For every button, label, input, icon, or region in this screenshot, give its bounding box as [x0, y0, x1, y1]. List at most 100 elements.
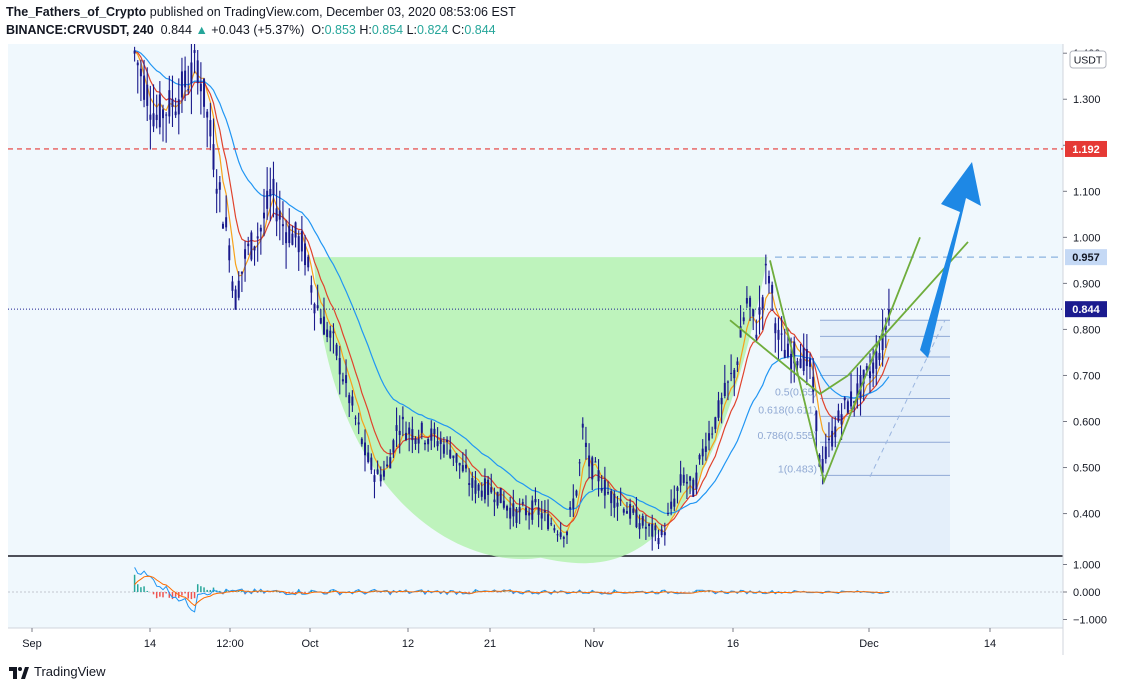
candle-body — [846, 401, 849, 413]
candle-body — [559, 532, 562, 537]
candle-body — [660, 529, 663, 536]
price-tick-label: 1.000 — [1073, 232, 1101, 244]
candle-body — [556, 534, 559, 536]
channel-upper-line — [769, 237, 921, 485]
candle-body — [578, 462, 581, 464]
candle-body — [767, 276, 770, 284]
candle-body — [218, 182, 221, 190]
candle-body — [742, 317, 745, 322]
price-tags: 1.192 0.957 0.844 — [1065, 140, 1107, 318]
candle-body — [502, 500, 505, 508]
publish-line: The_Fathers_of_Crypto published on Tradi… — [6, 5, 516, 19]
time-tick-label: 14 — [144, 638, 156, 650]
candle-body — [196, 60, 199, 84]
candle-body — [635, 509, 638, 528]
candle-body — [648, 524, 651, 527]
candle-body — [206, 111, 209, 118]
candle-body — [591, 457, 594, 480]
candle-body — [676, 487, 679, 491]
candle-body — [310, 285, 313, 293]
candle-body — [461, 465, 464, 472]
candle-body — [414, 438, 417, 444]
time-tick-label: 16 — [727, 638, 739, 650]
candle-body — [427, 439, 430, 445]
candle-body — [281, 224, 284, 227]
candle-body — [878, 352, 881, 360]
candle-body — [307, 256, 310, 268]
candle-body — [701, 448, 704, 457]
candle-body — [480, 490, 483, 497]
candle-body — [474, 480, 477, 494]
candle-body — [613, 493, 616, 508]
candle-body — [446, 439, 449, 442]
tradingview-logo-icon[interactable] — [8, 664, 30, 680]
candle-body — [610, 491, 613, 504]
osc-tick-label: 1.000 — [1073, 560, 1101, 572]
channel-left-line — [729, 319, 849, 395]
candle-body — [146, 84, 149, 106]
candle-body — [588, 455, 591, 467]
candle-body — [868, 371, 871, 379]
candle-body — [442, 444, 445, 454]
cup-pattern — [313, 257, 768, 564]
candle-body — [193, 50, 196, 53]
tradingview-brand[interactable]: TradingView — [34, 664, 106, 679]
candle-body — [423, 442, 426, 445]
currency-badge[interactable]: USDT — [1069, 50, 1107, 69]
price-tick-label: 1.300 — [1073, 94, 1101, 106]
candle-body — [490, 487, 493, 493]
candle-body — [326, 329, 329, 338]
candle-body — [607, 492, 610, 494]
candle-body — [518, 507, 521, 513]
symbol-line: BINANCE:CRVUSDT, 240 0.844 ▲ +0.043 (+5.… — [6, 23, 496, 37]
time-tick-label: 14 — [984, 638, 996, 650]
candle-body — [786, 343, 789, 357]
candle-body — [547, 514, 550, 530]
candle-body — [190, 62, 193, 84]
candle-body — [266, 190, 269, 209]
candle-body — [521, 502, 524, 504]
candle-body — [692, 479, 695, 497]
candle-body — [240, 271, 243, 274]
fib-level-label: 0.786(0.555) — [757, 430, 817, 442]
candle-body — [203, 78, 206, 107]
candle-body — [417, 438, 420, 444]
candle-body — [862, 369, 865, 384]
time-tick-label: Sep — [22, 638, 42, 650]
candle-body — [199, 83, 202, 92]
candle-body — [543, 510, 546, 513]
candle-body — [269, 188, 272, 197]
symbol-label[interactable]: BINANCE:CRVUSDT, 240 — [6, 23, 154, 37]
candle-body — [619, 499, 622, 501]
candle-body — [802, 347, 805, 371]
time-axis[interactable]: Sep 14 12:00 Oct 12 21 Nov 16 Dec 14 — [22, 628, 996, 650]
time-tick-label: 21 — [484, 638, 496, 650]
candle-body — [764, 263, 767, 266]
candle-body — [259, 227, 262, 232]
candle-body — [430, 428, 433, 441]
candle-body — [512, 503, 515, 517]
candle-body — [316, 305, 319, 309]
candle-body — [452, 455, 455, 459]
candle-body — [749, 297, 752, 307]
candle-body — [376, 469, 379, 474]
candle-body — [168, 90, 171, 117]
candle-body — [401, 416, 404, 420]
candle-body — [752, 309, 755, 317]
candle-body — [455, 453, 458, 463]
candle-body — [237, 280, 240, 298]
candle-body — [436, 441, 439, 447]
candle-body — [761, 297, 764, 309]
candle-body — [304, 243, 307, 266]
candle-body — [395, 425, 398, 431]
candle-body — [285, 232, 288, 244]
candle-body — [187, 89, 190, 91]
candle-body — [464, 464, 467, 469]
candle-body — [616, 502, 619, 507]
time-tick-label: Oct — [301, 638, 318, 650]
candle-body — [471, 478, 474, 488]
price-change: +0.043 (+5.37%) — [211, 23, 305, 37]
author-name[interactable]: The_Fathers_of_Crypto — [6, 5, 147, 19]
candle-body — [143, 75, 146, 100]
price-tick-label: 0.400 — [1073, 509, 1101, 521]
